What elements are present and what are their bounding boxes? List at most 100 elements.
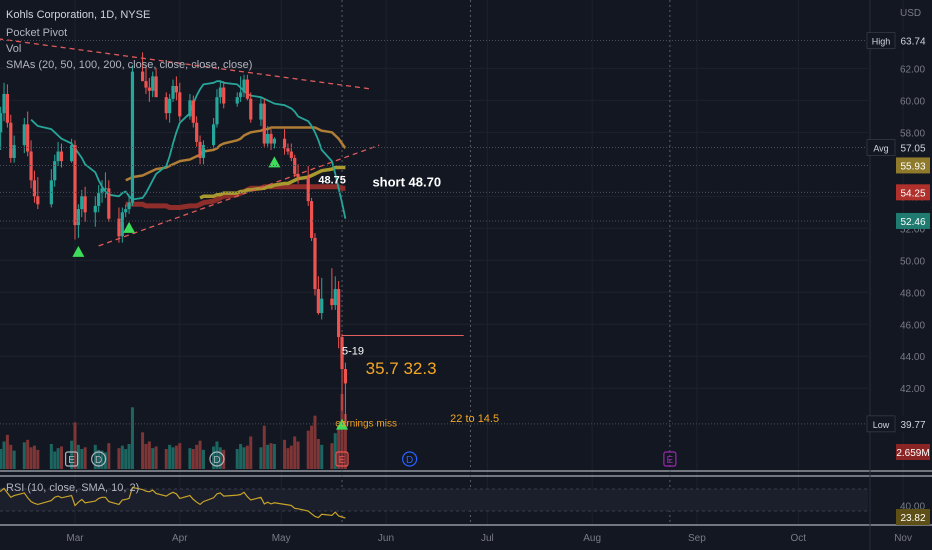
annotation-label: 22 to 14.5 [450, 413, 499, 425]
x-tick-label: May [272, 533, 291, 544]
candle-body [56, 151, 60, 162]
candle-body [330, 298, 334, 306]
legend-rsi[interactable]: RSI (10, close, SMA, 10, 2) [6, 482, 140, 494]
price-tick-label: 46.00 [900, 320, 925, 331]
candle-body [188, 100, 192, 117]
volume-bar [266, 444, 270, 469]
candle-body [337, 289, 341, 338]
candle-body [222, 87, 226, 104]
price-label-box [896, 212, 930, 229]
trendline-lower [98, 144, 380, 247]
candle-body [151, 76, 155, 91]
volume-bar [316, 439, 320, 469]
volume-bar [70, 440, 74, 469]
sma20-line [30, 80, 347, 219]
volume-bar [272, 444, 276, 469]
rsi-tick-label: 40.00 [900, 502, 925, 513]
x-tick-label: Nov [894, 533, 912, 544]
x-tick-label: Mar [66, 533, 84, 544]
candle-body [191, 100, 195, 123]
price-tick-label: 44.00 [900, 352, 925, 363]
price-label-value: 39.77 [900, 420, 925, 431]
annotation-label: short 48.70 [372, 175, 441, 190]
volume-bar [306, 430, 310, 469]
x-tick-label: Oct [791, 533, 807, 544]
volume-bar [171, 447, 175, 469]
x-tick-label: Jul [481, 533, 494, 544]
candle-body [59, 151, 64, 162]
volume-bar [333, 433, 337, 469]
candle-body [147, 87, 151, 91]
volume-bar [212, 446, 216, 469]
x-tick-label: Jun [378, 533, 394, 544]
candle-body [211, 124, 216, 146]
price-label-value: 54.25 [900, 188, 925, 199]
price-label-box [896, 32, 930, 49]
volume-bar [245, 445, 249, 469]
price-tick-label: 50.00 [900, 256, 925, 267]
event-marker-earnings [65, 451, 79, 467]
volume-bar [59, 446, 63, 469]
volume-bar [168, 444, 172, 469]
price-label-box [896, 157, 930, 174]
volume-bar [343, 414, 347, 469]
candle-body [70, 145, 74, 162]
candle-body [93, 205, 97, 213]
volume-bar [0, 449, 3, 469]
candle-body [76, 209, 80, 226]
candle-body [127, 202, 131, 210]
candle-body [107, 188, 111, 219]
candle-body [310, 201, 314, 238]
volume-bar [242, 447, 246, 469]
price-label-value: 57.05 [900, 144, 925, 155]
candle-body [235, 97, 239, 104]
candle-body [242, 79, 246, 93]
volume-bar [337, 425, 341, 469]
price-label-tag [866, 415, 896, 433]
price-label-name: Low [873, 420, 890, 430]
volume-bar [100, 450, 104, 469]
volume-bar [188, 448, 192, 469]
volume-bar [124, 449, 128, 469]
volume-bar [93, 444, 97, 469]
volume-bar [26, 439, 30, 469]
price-label-value: 63.74 [900, 37, 925, 48]
candle-body [198, 141, 202, 158]
event-marker-letter: D [213, 455, 220, 466]
candle-body [29, 151, 33, 181]
annotation-label: 48.75 [318, 175, 346, 187]
volume-bar [313, 415, 317, 469]
candle-body [103, 188, 108, 190]
candle-body [174, 85, 178, 93]
event-marker-dividend [209, 451, 225, 467]
candle-body [83, 196, 87, 213]
volume-bar [73, 422, 77, 469]
candle-body [141, 71, 145, 82]
candle-body [178, 92, 182, 117]
volume-bar [249, 436, 253, 469]
price-label-tag [866, 32, 896, 49]
volume-bar [293, 436, 297, 469]
price-label-name: Avg [873, 144, 888, 154]
legend-volume[interactable]: Vol [6, 43, 22, 55]
candle-body [171, 85, 175, 99]
legend-sma[interactable]: SMAs (20, 50, 100, 200, close, close, cl… [6, 59, 253, 71]
candle-body [5, 93, 9, 123]
event-marker-letter: E [667, 455, 674, 466]
volume-bar [117, 448, 121, 469]
candle-body [195, 122, 199, 142]
candle-body [269, 133, 273, 144]
volume-bar [49, 444, 53, 469]
candle-body [2, 93, 6, 114]
volume-bar [269, 443, 273, 469]
legend-pocket-pivot[interactable]: Pocket Pivot [6, 27, 68, 39]
legend-title[interactable]: Kohls Corporation, 1D, NYSE [6, 9, 151, 21]
candle-body [286, 148, 290, 152]
volume-bar [320, 444, 324, 469]
candle-body [316, 289, 320, 314]
candle-body [333, 289, 337, 306]
volume-bar [32, 445, 36, 469]
price-label-name: High [872, 37, 891, 47]
